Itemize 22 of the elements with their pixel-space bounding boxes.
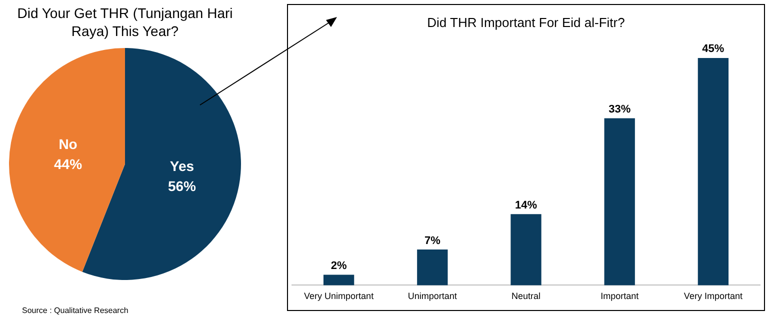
data-label: 14%: [514, 200, 538, 212]
data-label: 45%: [702, 43, 724, 55]
x-tick-label: Very Important: [684, 291, 743, 302]
data-label: 7%: [424, 234, 441, 247]
source-note: Source : Qualitative Research: [22, 306, 128, 315]
x-tick-label: Neutral: [511, 291, 541, 302]
slice-label: No: [58, 136, 78, 152]
bar: [698, 58, 729, 286]
data-label: 2%: [330, 260, 347, 272]
bar: [510, 214, 542, 286]
bar: [604, 118, 635, 286]
chart-title: Did Your Get THR (Tunjangan Hari Raya) This Year?: [16, 4, 234, 40]
bar: [417, 250, 448, 286]
data-label: 56%: [168, 178, 197, 194]
slice-label: Yes: [170, 158, 194, 174]
x-tick-label: Important: [600, 291, 640, 302]
chart-title: Did THR Important For Eid al-Fitr?: [426, 15, 626, 30]
data-label: 33%: [608, 104, 631, 116]
data-label: 44%: [54, 156, 83, 172]
bar: [323, 274, 354, 286]
x-tick-label: Unimportant: [408, 291, 458, 302]
x-tick-label: Very Unimportant: [304, 291, 374, 302]
